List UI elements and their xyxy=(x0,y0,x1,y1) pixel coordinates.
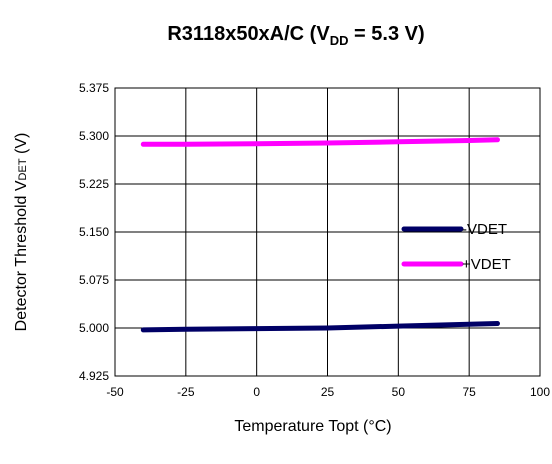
x-tick-label: 75 xyxy=(462,385,476,399)
x-tick-label: 100 xyxy=(530,385,550,399)
y-tick-label: 5.225 xyxy=(79,177,109,191)
y-tick-label: 5.075 xyxy=(79,273,109,287)
chart-title-subscript: DD xyxy=(330,33,349,48)
x-tick-label: -25 xyxy=(177,385,195,399)
y-tick-label: 5.150 xyxy=(79,225,109,239)
y-axis-label-subscript: DET xyxy=(17,158,29,180)
series-lines xyxy=(140,137,500,333)
x-tick-label: 25 xyxy=(321,385,335,399)
y-axis-label: Detector Threshold VDET (V) xyxy=(13,133,30,332)
x-axis-label: Temperature Topt (°C) xyxy=(234,418,391,435)
x-tick-label: -50 xyxy=(106,385,124,399)
chart-title-suffix: = 5.3 V) xyxy=(348,23,424,45)
legend-label: +VDET xyxy=(462,256,511,273)
legend: -VDET +VDET xyxy=(401,221,511,273)
y-tick-label: 5.300 xyxy=(79,129,109,143)
legend-label: -VDET xyxy=(462,221,507,238)
y-tick-label: 5.375 xyxy=(79,81,109,95)
chart-title-prefix: R3118x50xA/C (V xyxy=(167,23,330,45)
y-tick-label: 5.000 xyxy=(79,321,109,335)
series-line xyxy=(140,137,500,147)
x-tick-label: 50 xyxy=(392,385,406,399)
x-tick-labels: -50 -25 0 25 50 75 100 xyxy=(106,385,550,399)
x-tick-label: 0 xyxy=(253,385,260,399)
chart-title: R3118x50xA/C (VDD = 5.3 V) xyxy=(167,23,424,48)
y-tick-labels: 4.925 5.000 5.075 5.150 5.225 5.300 5.375 xyxy=(79,81,109,383)
y-tick-label: 4.925 xyxy=(79,369,109,383)
y-axis-label-prefix: Detector Threshold V xyxy=(13,180,30,331)
series-line xyxy=(140,321,500,333)
y-axis-label-suffix: (V) xyxy=(13,133,30,159)
